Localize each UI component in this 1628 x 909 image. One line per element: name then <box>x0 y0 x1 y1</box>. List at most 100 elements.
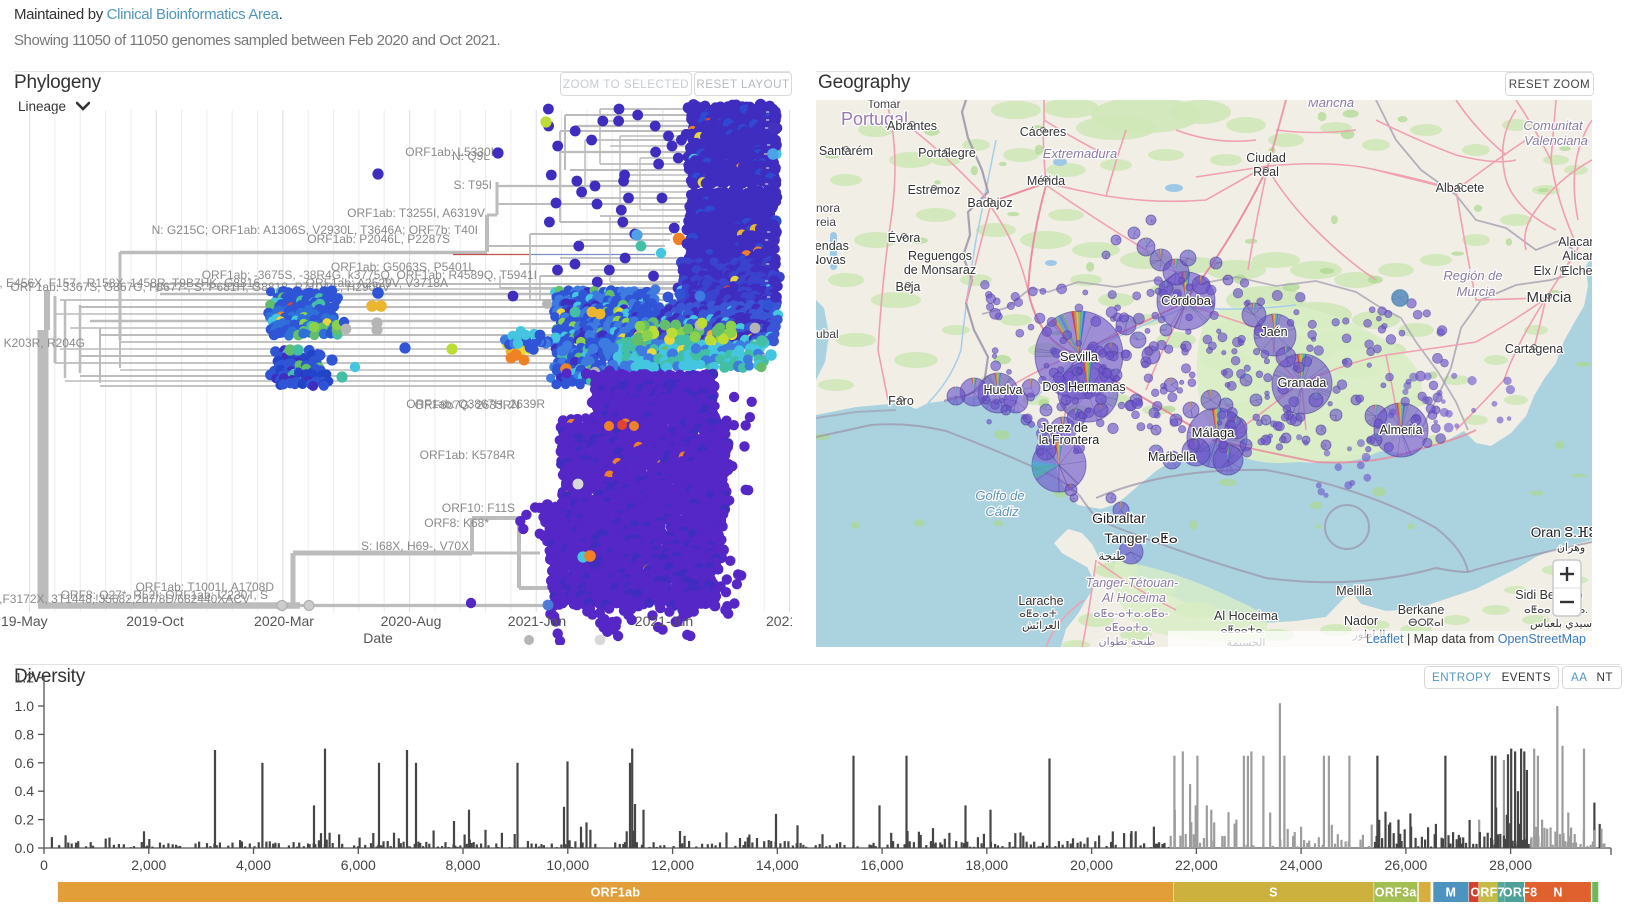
svg-text:nora: nora <box>816 201 840 215</box>
svg-text:ORF8: Q27*, R52I; ORF1ab: I223: ORF8: Q27*, R52I; ORF1ab: I2230T, S <box>61 588 268 602</box>
svg-text:24,000: 24,000 <box>1280 857 1323 873</box>
svg-text:N: G215C; ORF1ab: A1306S, V293: N: G215C; ORF1ab: A1306S, V2930L, T3646A… <box>152 223 478 237</box>
svg-text:S: I68X, H69-, V70X: S: I68X, H69-, V70X <box>361 539 469 553</box>
svg-text::F8: D119-, F120-; S: T49B, E4: :F8: D119-, F120-; S: T49B, E456X, F157-… <box>0 276 260 290</box>
svg-text:ORF1ab: T1001I, A1708D: ORF1ab: T1001I, A1708D <box>135 580 274 594</box>
svg-text:4,000: 4,000 <box>236 857 271 873</box>
svg-text:Huelva: Huelva <box>984 383 1023 397</box>
svg-text:Larache: Larache <box>1018 594 1063 608</box>
svg-text:la Frontera: la Frontera <box>1039 433 1099 447</box>
svg-text:Málaga: Málaga <box>1192 425 1235 440</box>
svg-text:19-May: 19-May <box>1 613 48 629</box>
svg-text:0.8: 0.8 <box>15 726 35 742</box>
svg-text:75,6925/76X,F3172X, 3T1448,!35: 75,6925/76X,F3172X, 3T1448,!35682,2b7/8D… <box>0 592 250 606</box>
svg-text:reia: reia <box>816 215 836 229</box>
svg-text:Évora: Évora <box>888 230 921 245</box>
svg-text:2020-Aug: 2020-Aug <box>381 613 442 629</box>
svg-text:14,000: 14,000 <box>756 857 799 873</box>
svg-text:0.6: 0.6 <box>15 755 35 771</box>
svg-text:Date: Date <box>363 630 393 645</box>
svg-text:2,000: 2,000 <box>131 857 166 873</box>
svg-text:ORF1ab: T3255I, A6319V: ORF1ab: T3255I, A6319V <box>347 206 485 220</box>
svg-text:Jaén: Jaén <box>1260 325 1287 339</box>
svg-text:Granada: Granada <box>1278 376 1327 390</box>
svg-text:Berkane: Berkane <box>1398 603 1445 617</box>
svg-text:Alacant: Alacant <box>1558 235 1592 249</box>
svg-text:ⴰⵟⴰ-ⴰⵜⴰ.ⴰⵟⴰ-: ⴰⵟⴰ-ⴰⵜⴰ.ⴰⵟⴰ- <box>1093 608 1169 620</box>
svg-text:Región de: Región de <box>1443 268 1502 283</box>
svg-text:ORF1ab: A2529V, V3718A: ORF1ab: A2529V, V3718A <box>306 276 448 290</box>
svg-text:ORF1ab: G5063S, P5401L: ORF1ab: G5063S, P5401L <box>331 260 475 274</box>
svg-text:Tanger-Tétouan-: Tanger-Tétouan- <box>1086 576 1178 590</box>
svg-text:ⴰⵟⴰ.ⴰⵜ: ⴰⵟⴰ.ⴰⵜ <box>1019 608 1057 620</box>
svg-text:22,000: 22,000 <box>1175 857 1218 873</box>
svg-text:ORF8b7G: 2633RN: ORF8b7G: 2633RN <box>415 398 520 412</box>
svg-text:0.4: 0.4 <box>15 783 35 799</box>
svg-text:ubal: ubal <box>816 327 839 341</box>
svg-text:Melilla: Melilla <box>1336 584 1371 598</box>
svg-text:Murcia: Murcia <box>1526 289 1572 306</box>
svg-text:العرائش: العرائش <box>1022 620 1060 632</box>
svg-text:طنجة تطوان: طنجة تطوان <box>1098 636 1155 647</box>
svg-text:8,000: 8,000 <box>445 857 480 873</box>
svg-text:2020-Mar: 2020-Mar <box>254 613 314 629</box>
svg-text:6,000: 6,000 <box>341 857 376 873</box>
svg-text:2021-Nov: 2021-Nov <box>766 613 792 629</box>
svg-text:Novas: Novas <box>816 253 846 267</box>
svg-text:ⴱⵔⴽⴰⵏ: ⴱⵔⴽⴰⵏ <box>1408 617 1444 629</box>
svg-text:2019-Oct: 2019-Oct <box>126 613 184 629</box>
svg-text:Almería: Almería <box>1379 423 1422 437</box>
svg-text:Nador: Nador <box>1344 614 1378 628</box>
svg-text:1.2: 1.2 <box>15 670 35 686</box>
svg-text:2021-Jan: 2021-Jan <box>508 613 566 629</box>
svg-text:: K203R, R204G: : K203R, R204G <box>0 336 85 350</box>
svg-text:Tanger ⴰⵟⴰ: Tanger ⴰⵟⴰ <box>1104 530 1178 546</box>
svg-text:طنجة: طنجة <box>1098 549 1125 563</box>
svg-text:Alicant: Alicant <box>1562 249 1592 263</box>
svg-text:ORF10: F11S: ORF10: F11S <box>442 501 515 515</box>
svg-text:Murcia: Murcia <box>1456 284 1495 299</box>
svg-text:10,000: 10,000 <box>546 857 589 873</box>
svg-text:N: Q9L: N: Q9L <box>452 149 490 163</box>
svg-text:28,000: 28,000 <box>1489 857 1532 873</box>
svg-text:Jerez de: Jerez de <box>1040 421 1088 435</box>
svg-text:S: T95I: S: T95I <box>454 178 492 192</box>
svg-text:Córdoba: Córdoba <box>1161 293 1212 308</box>
svg-text:Ciudad: Ciudad <box>1246 151 1286 165</box>
svg-text:ORF1ab: K5784R: ORF1ab: K5784R <box>420 448 516 462</box>
svg-text:Dos Hermanas: Dos Hermanas <box>1042 380 1125 394</box>
svg-text:Mancha: Mancha <box>1308 100 1354 110</box>
svg-text:26,000: 26,000 <box>1384 857 1427 873</box>
svg-text:Tomar: Tomar <box>867 100 900 111</box>
svg-text:18,000: 18,000 <box>965 857 1008 873</box>
svg-text:Oran ⵓ.ⴼⵓ: Oran ⵓ.ⴼⵓ <box>1531 525 1592 540</box>
svg-text:Sevilla: Sevilla <box>1060 349 1099 364</box>
svg-text:2021-Jun: 2021-Jun <box>635 613 693 629</box>
svg-text:Al Hoceima: Al Hoceima <box>1101 591 1166 605</box>
svg-text:16,000: 16,000 <box>861 857 904 873</box>
svg-text:Portugal: Portugal <box>841 109 908 129</box>
svg-text:Reguengos: Reguengos <box>908 249 972 263</box>
svg-text:ORF1ab: P2046L, P2287S: ORF1ab: P2046L, P2287S <box>307 232 450 246</box>
svg-text:Valenciana: Valenciana <box>1524 133 1588 148</box>
svg-text:20,000: 20,000 <box>1070 857 1113 873</box>
svg-text:Vendas: Vendas <box>816 239 849 253</box>
svg-text:0.0: 0.0 <box>15 840 35 856</box>
svg-text:12,000: 12,000 <box>651 857 694 873</box>
svg-text:Extremadura: Extremadura <box>1043 146 1117 161</box>
svg-text:0.2: 0.2 <box>15 812 35 828</box>
svg-text:ORF1ab: Q3867H, 2639R: ORF1ab: Q3867H, 2639R <box>406 397 545 411</box>
svg-text:Cádiz: Cádiz <box>985 504 1019 519</box>
svg-text:Leaflet | Map data from OpenSt: Leaflet | Map data from OpenStreetMap <box>1366 632 1586 646</box>
svg-text:ORF1ab: -3675S, -38R4G, k3775Q: ORF1ab: -3675S, -38R4G, k3775Q, ORF1ab: … <box>202 268 537 282</box>
svg-text:de Monsaraz: de Monsaraz <box>904 263 976 277</box>
svg-text:ORF8: K68*: ORF8: K68* <box>424 516 489 530</box>
svg-text:1.0: 1.0 <box>15 698 35 714</box>
svg-text:ⴰⵟⴰⴰⵜⴰ.: ⴰⵟⴰⴰⵜⴰ. <box>1105 622 1152 634</box>
svg-text:Marbella: Marbella <box>1148 450 1196 464</box>
svg-text:سيدي بلعباس: سيدي بلعباس <box>1530 618 1592 630</box>
svg-text:Comunitat: Comunitat <box>1523 118 1584 133</box>
svg-text:Golfo de: Golfo de <box>975 488 1024 503</box>
svg-text:Al Hoceima: Al Hoceima <box>1214 609 1278 623</box>
svg-text:وهران: وهران <box>1557 542 1585 554</box>
